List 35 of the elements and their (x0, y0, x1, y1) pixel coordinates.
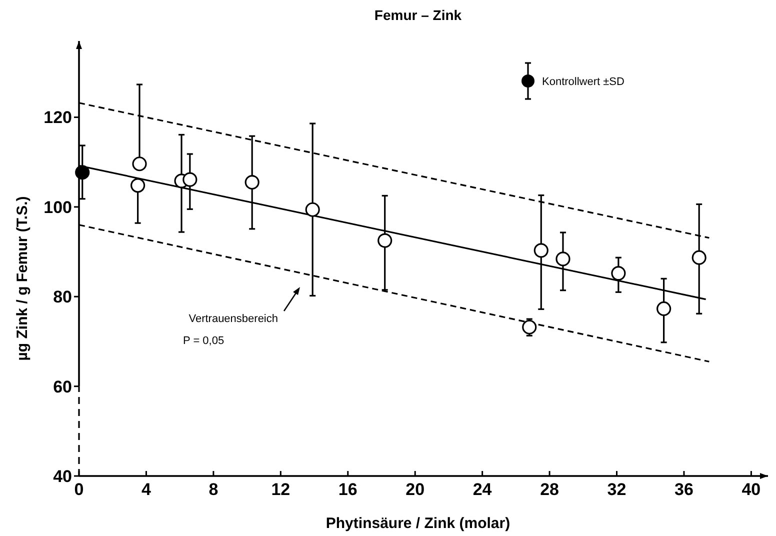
chart-title: Femur – Zink (374, 7, 462, 23)
annotation: P = 0,05 (183, 335, 224, 347)
point (182, 172, 198, 187)
x-tick-label: 36 (674, 480, 694, 499)
y-tick-label: 120 (44, 108, 72, 128)
point (244, 174, 260, 190)
y-tick-label: 80 (53, 288, 72, 307)
point (611, 266, 626, 281)
x-tick-label: 32 (607, 480, 626, 499)
point (132, 156, 147, 172)
x-tick-label: 28 (540, 480, 559, 499)
point (130, 178, 146, 193)
x-tick-label: 0 (74, 480, 84, 499)
point (656, 301, 672, 316)
x-axis-title: Phytinsäure / Zink (molar) (326, 515, 510, 532)
annotation: Vertrauensbereich (188, 313, 278, 325)
point (75, 165, 90, 180)
point (305, 202, 320, 217)
x-tick-label: 12 (271, 480, 290, 499)
point (692, 250, 706, 265)
x-tick-label: 20 (406, 480, 425, 499)
x-tick-label: 40 (742, 480, 761, 499)
point (556, 252, 570, 266)
x-tick-label: 24 (472, 480, 492, 499)
y-tick-label: 60 (53, 377, 72, 396)
y-tick-label: 40 (53, 467, 72, 486)
x-tick-label: 4 (141, 480, 152, 499)
legend-label: Kontrollwert ±SD (542, 76, 625, 88)
point (522, 320, 537, 334)
y-tick-label: 100 (44, 198, 72, 217)
x-tick-label: 16 (338, 480, 358, 499)
point (378, 233, 392, 248)
x-tick-label: 8 (208, 480, 218, 499)
y-axis-title: µg Zink / g Femur (T.S.) (14, 196, 31, 361)
point (534, 243, 548, 258)
